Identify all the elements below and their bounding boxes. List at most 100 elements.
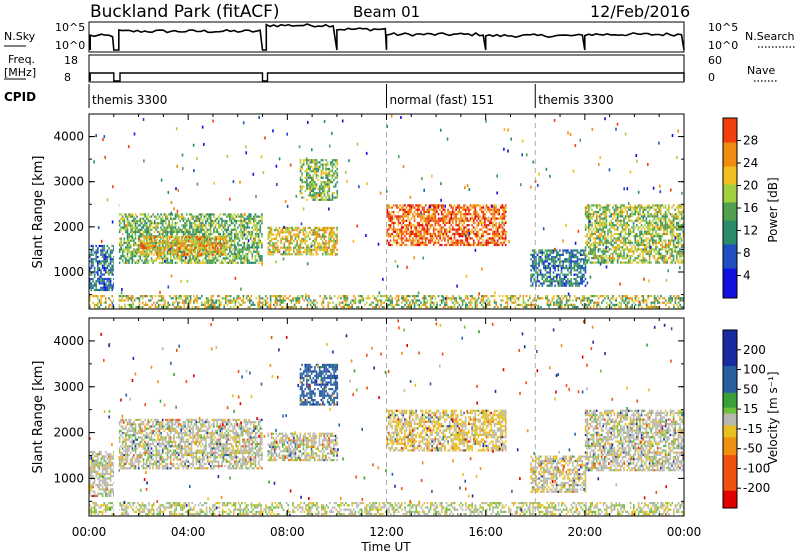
echo-cell (253, 237, 255, 240)
echo-cell (594, 257, 596, 260)
echo-cell (315, 251, 318, 254)
echo-cell (538, 260, 540, 263)
echo-cell (496, 239, 499, 242)
echo-cell (299, 187, 302, 190)
echo-cell (89, 297, 91, 300)
echo-cell (679, 254, 681, 258)
echo-cell (636, 219, 638, 222)
echo-cell (120, 241, 122, 245)
echo-cell (616, 252, 619, 255)
echo-cell (307, 194, 310, 197)
echo-cell (482, 215, 485, 218)
echo-cell (326, 172, 329, 175)
echo-cell (410, 206, 413, 209)
echo-cell (623, 235, 625, 238)
echo-cell (431, 215, 433, 218)
echo-cell (161, 217, 164, 220)
echo-cell (172, 235, 174, 239)
echo-cell (680, 250, 683, 253)
echo-cell (418, 230, 421, 233)
echo-cell (624, 237, 627, 240)
echo-cell (301, 167, 303, 171)
echo-cell (169, 224, 172, 227)
echo-cell (579, 269, 582, 272)
echo-cell (554, 264, 556, 267)
echo-cell (594, 250, 596, 253)
echo-cell (246, 248, 249, 251)
echo-cell (557, 282, 560, 285)
echo-cell (613, 204, 616, 207)
echo-cell (493, 235, 496, 238)
echo-cell (639, 235, 641, 238)
echo-cell (408, 210, 411, 214)
echo-cell (482, 243, 485, 247)
echo-cell (195, 252, 198, 256)
echo-cell (592, 246, 595, 249)
echo-cell (404, 204, 406, 207)
echo-cell (294, 235, 297, 238)
echo-cell (404, 228, 406, 231)
station-title: Buckland Park (fitACF) (90, 2, 280, 22)
echo-cell (140, 242, 142, 245)
echo-cell (328, 194, 331, 197)
echo-cell (148, 244, 150, 247)
echo-cell (163, 257, 166, 260)
echo-cell (674, 226, 676, 229)
echo-cell (660, 208, 662, 211)
echo-cell (245, 257, 247, 260)
echo-cell (208, 244, 210, 247)
echo-cell (310, 251, 313, 254)
echo-cell (156, 251, 158, 254)
echo-cell (323, 187, 326, 190)
echo-cell (589, 246, 592, 249)
echo-cell (225, 215, 228, 218)
echo-cell (642, 252, 644, 255)
echo-cell (663, 257, 665, 260)
echo-cell (455, 239, 457, 242)
echo-cell (158, 255, 161, 258)
echo-cell (442, 221, 445, 225)
echo-cell (281, 235, 284, 238)
echo-cell (259, 239, 262, 242)
echo-cell (205, 224, 207, 227)
echo-cell (296, 244, 298, 247)
echo-cell (597, 254, 600, 258)
echo-cell (546, 249, 548, 252)
echo-cell (579, 249, 582, 252)
echo-cell (612, 254, 614, 258)
echo-cell (669, 230, 672, 233)
echo-cell (302, 226, 305, 229)
echo-cell (578, 262, 580, 265)
echo-cell (676, 235, 678, 238)
echo-cell (628, 250, 630, 253)
echo-cell (412, 230, 414, 233)
echo-cell (286, 253, 289, 256)
echo-cell (543, 282, 545, 285)
echo-cell (277, 231, 279, 234)
echo-cell (196, 242, 198, 245)
echo-cell (233, 239, 236, 242)
echo-cell (222, 226, 225, 229)
echo-cell (280, 231, 282, 234)
echo-cell (570, 251, 572, 254)
echo-cell (217, 226, 220, 229)
echo-cell (672, 235, 675, 238)
echo-cell (197, 261, 199, 264)
echo-cell (181, 259, 183, 262)
echo-cell (213, 222, 215, 225)
echo-cell (468, 224, 470, 227)
echo-cell (460, 217, 462, 220)
echo-cell (570, 256, 572, 259)
echo-cell (613, 210, 616, 214)
echo-cell (235, 230, 238, 234)
echo-cell (634, 204, 636, 207)
echo-cell (219, 217, 222, 220)
echo-cell (664, 259, 667, 262)
echo-cell (557, 273, 560, 276)
echo-cell (434, 208, 437, 211)
echo-cell (241, 233, 244, 236)
echo-cell (179, 219, 182, 223)
echo-cell (428, 206, 430, 209)
echo-cell (493, 241, 496, 244)
echo-cell (333, 185, 335, 188)
